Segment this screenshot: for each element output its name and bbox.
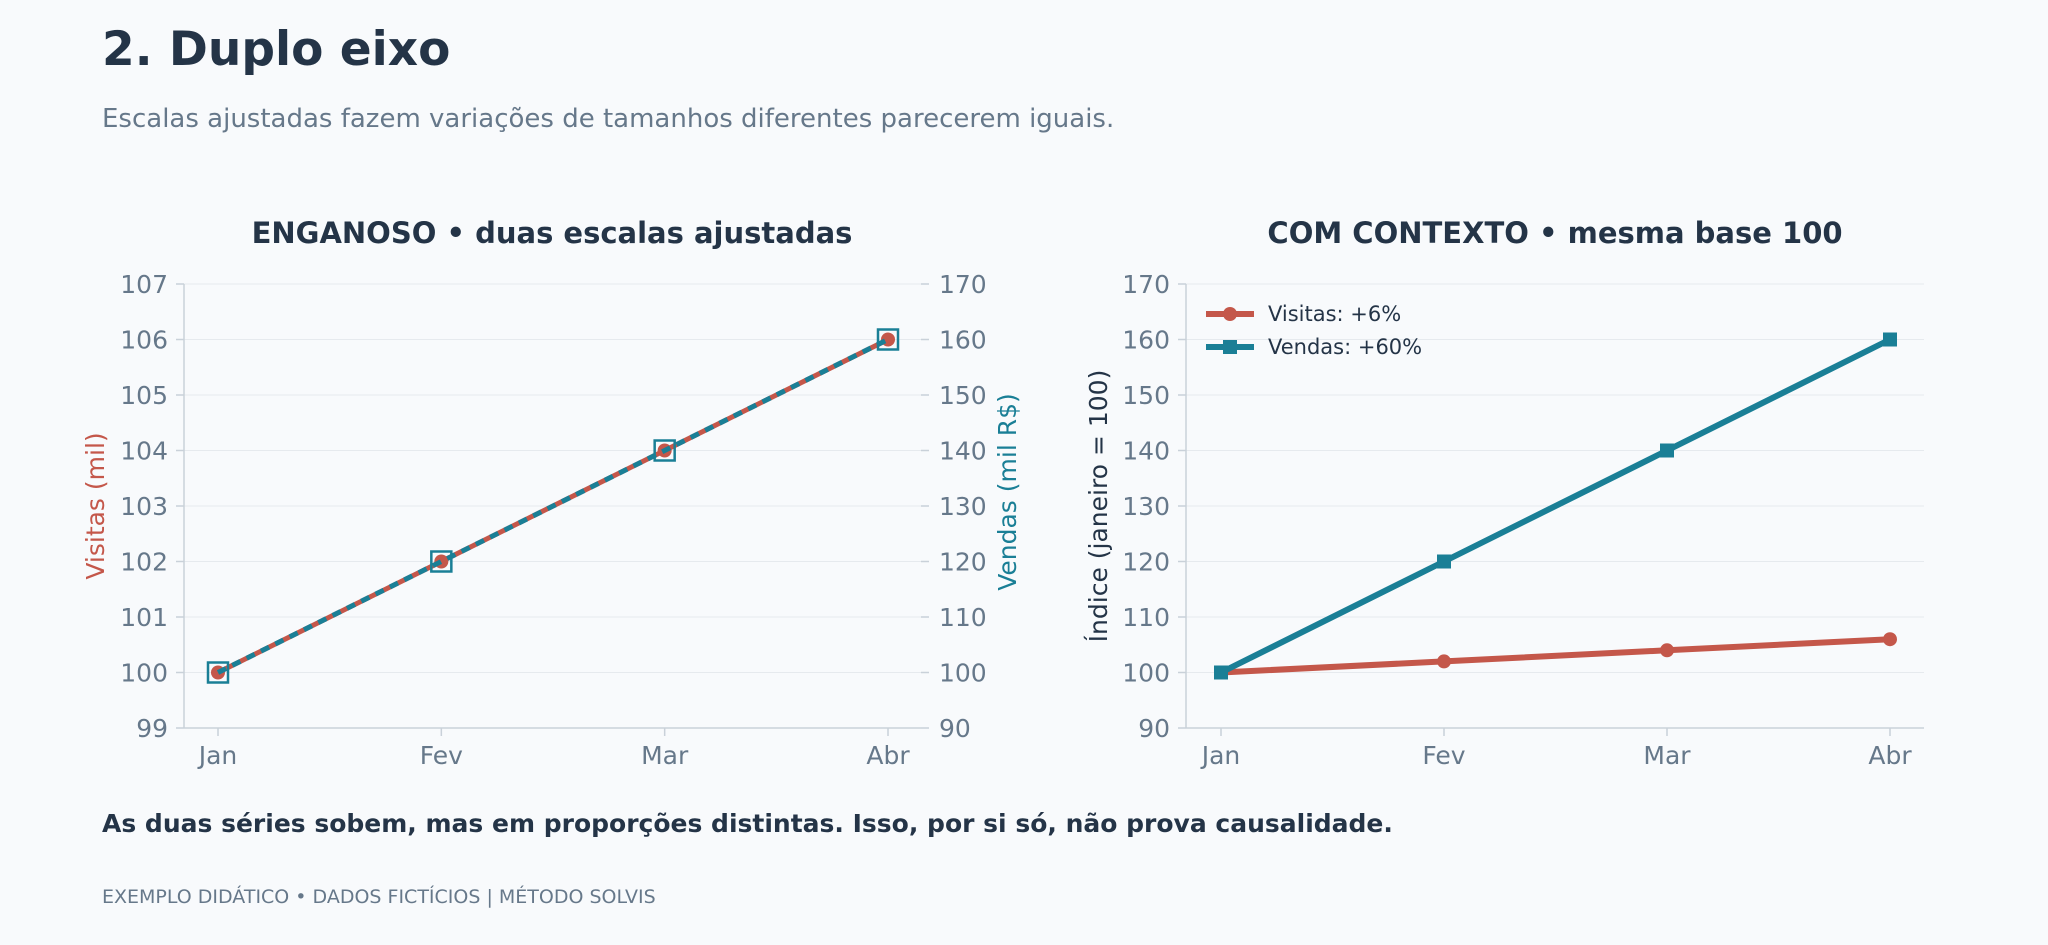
x-tick-label: Mar	[641, 741, 689, 770]
y-tick-label: 160	[1122, 326, 1170, 355]
legend-label: Vendas: +60%	[1268, 335, 1422, 359]
y-tick-label: 103	[120, 492, 168, 521]
legend-label: Visitas: +6%	[1268, 302, 1401, 326]
chart-title: COM CONTEXTO • mesma base 100	[1267, 216, 1842, 250]
page-title: 2. Duplo eixo	[102, 22, 451, 77]
data-point	[1660, 643, 1674, 658]
legend-marker	[1223, 340, 1237, 354]
y-tick-label: 102	[120, 548, 168, 577]
y-tick-label: 120	[1122, 548, 1170, 577]
chart-2: COM CONTEXTO • mesma base 100 90 100 110 120…	[1084, 216, 1924, 770]
data-point	[876, 328, 900, 351]
y-tick-label: 150	[1122, 381, 1170, 410]
chart-1: ENGANOSO • duas escalas ajustadas 99 100 10…	[81, 216, 1022, 770]
y-right-axis-label: Vendas (mil R$)	[993, 393, 1022, 591]
series-vendas	[206, 328, 900, 684]
data-point	[1214, 665, 1228, 680]
y-right-tick-label: 170	[939, 270, 987, 299]
y-right-tick-label: 130	[939, 492, 987, 521]
x-tick-label: Jan	[1200, 741, 1241, 770]
y-axis-label: Índice (janeiro = 100)	[1084, 370, 1113, 643]
y-right-tick-label: 120	[939, 548, 987, 577]
y-tick-label: 90	[1138, 714, 1170, 743]
series-line	[1219, 336, 1892, 676]
x-tick-label: Abr	[866, 741, 910, 770]
chart-legend: Visitas: +6% Vendas: +60%	[1206, 302, 1422, 359]
y-tick-label: 106	[120, 326, 168, 355]
y-right-tick-label: 140	[939, 437, 987, 466]
data-point	[430, 550, 453, 573]
data-point	[1883, 332, 1897, 347]
y-tick-label: 105	[120, 381, 168, 410]
legend-marker	[1223, 307, 1237, 321]
x-tick-label: Mar	[1643, 741, 1691, 770]
footer-credit: EXEMPLO DIDÁTICO • DADOS FICTÍCIOS | MÉT…	[102, 886, 656, 908]
y-tick-label: 107	[120, 270, 168, 299]
x-tick-label: Fev	[420, 741, 463, 770]
data-point	[1660, 443, 1674, 458]
y-right-tick-label: 150	[939, 381, 987, 410]
y-right-tick-label: 160	[939, 326, 987, 355]
y-right-tick-label: 110	[939, 603, 987, 632]
y-axis-label: Visitas (mil)	[81, 432, 110, 579]
series-vendas	[1214, 332, 1897, 680]
y-tick-label: 170	[1122, 270, 1170, 299]
x-tick-label: Fev	[1422, 741, 1465, 770]
y-tick-label: 101	[120, 603, 168, 632]
data-point	[1437, 554, 1451, 569]
y-right-tick-label: 100	[939, 659, 987, 688]
data-point	[1883, 632, 1897, 647]
conclusion-text: As duas séries sobem, mas em proporções …	[102, 809, 1393, 838]
y-tick-label: 130	[1122, 492, 1170, 521]
data-point	[206, 661, 230, 684]
data-point	[653, 439, 676, 462]
chart-title: ENGANOSO • duas escalas ajustadas	[252, 216, 853, 250]
x-tick-label: Jan	[197, 741, 238, 770]
y-tick-label: 100	[120, 659, 168, 688]
data-point	[1437, 654, 1451, 669]
page-subtitle: Escalas ajustadas fazem variações de tam…	[102, 104, 1115, 134]
y-tick-label: 99	[136, 714, 168, 743]
y-tick-label: 100	[1122, 659, 1170, 688]
series-line	[1220, 636, 1891, 676]
y-tick-label: 110	[1122, 603, 1170, 632]
y-tick-label: 104	[120, 437, 168, 466]
y-tick-label: 140	[1122, 437, 1170, 466]
y-right-tick-label: 90	[939, 714, 971, 743]
x-tick-label: Abr	[1868, 741, 1912, 770]
series-line	[216, 337, 890, 675]
